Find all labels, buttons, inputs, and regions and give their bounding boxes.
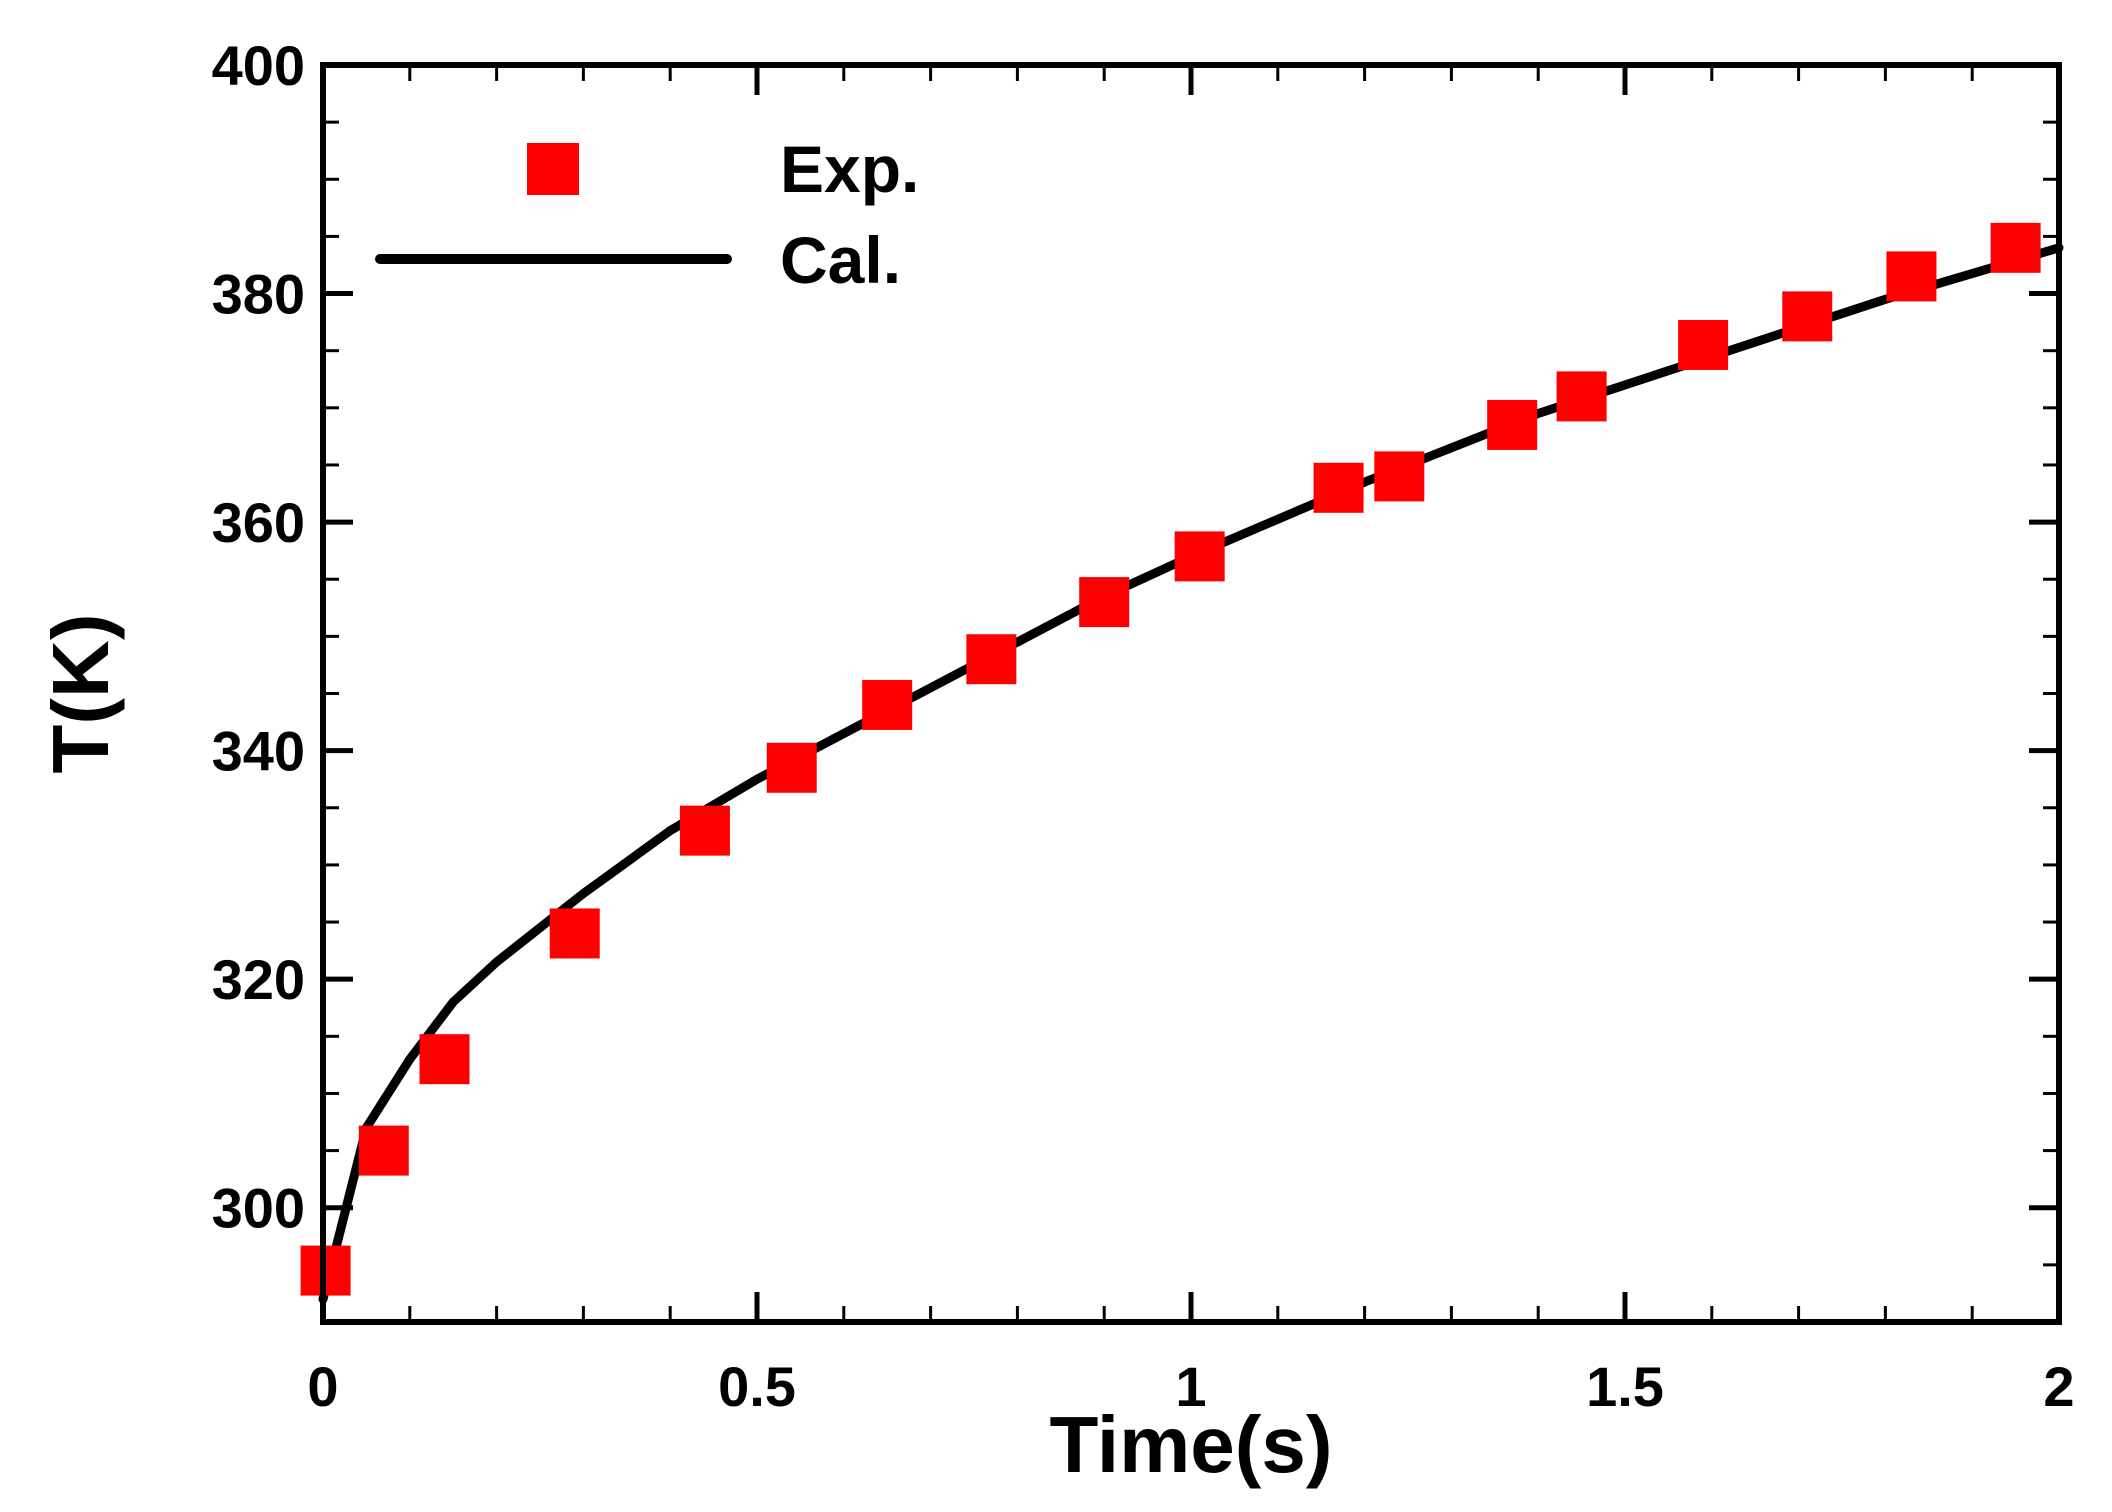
exp-point bbox=[419, 1034, 470, 1085]
cal-series bbox=[318, 243, 2064, 1304]
cal-line bbox=[318, 243, 2064, 1304]
exp-point bbox=[1174, 531, 1225, 582]
y-tick-label: 380 bbox=[212, 263, 305, 326]
exp-point bbox=[862, 679, 913, 730]
exp-point bbox=[1374, 451, 1425, 502]
x-tick-label: 0 bbox=[307, 1355, 338, 1418]
exp-point bbox=[1079, 577, 1130, 628]
exp-point bbox=[966, 634, 1017, 685]
exp-point bbox=[1782, 291, 1833, 342]
exp-point bbox=[1487, 399, 1538, 450]
legend-exp-label: Exp. bbox=[780, 132, 919, 206]
x-tick-label: 1.5 bbox=[1586, 1355, 1664, 1418]
exp-point bbox=[1678, 319, 1729, 370]
y-tick-label: 340 bbox=[212, 720, 305, 783]
exp-point bbox=[549, 908, 600, 959]
x-tick-label: 0.5 bbox=[718, 1355, 796, 1418]
axis-ticks bbox=[320, 62, 2062, 1324]
legend: Exp. Cal. bbox=[375, 132, 919, 297]
exp-point bbox=[1990, 222, 2041, 273]
exp-point bbox=[1556, 371, 1607, 422]
x-tick-labels: 0 0.5 1 1.5 2 bbox=[307, 1355, 2074, 1418]
legend-cal-label: Cal. bbox=[780, 223, 901, 297]
x-tick-label: 1 bbox=[1175, 1355, 1206, 1418]
exp-point bbox=[1313, 462, 1364, 513]
y-tick-label: 320 bbox=[212, 948, 305, 1011]
exp-series bbox=[300, 222, 2041, 1296]
y-axis-title: T(K) bbox=[36, 614, 125, 774]
exp-point bbox=[679, 805, 730, 856]
y-tick-label: 360 bbox=[212, 491, 305, 554]
y-tick-labels: 300 320 340 360 380 400 bbox=[212, 34, 305, 1240]
y-tick-label: 400 bbox=[212, 34, 305, 97]
exp-point bbox=[766, 742, 817, 793]
exp-point bbox=[1886, 251, 1937, 302]
x-axis-title: Time(s) bbox=[1049, 1400, 1332, 1489]
legend-exp-marker bbox=[527, 143, 579, 195]
exp-point bbox=[358, 1125, 409, 1176]
plot-frame bbox=[320, 62, 2062, 1325]
y-tick-label: 300 bbox=[212, 1177, 305, 1240]
x-tick-label: 2 bbox=[2043, 1355, 2074, 1418]
